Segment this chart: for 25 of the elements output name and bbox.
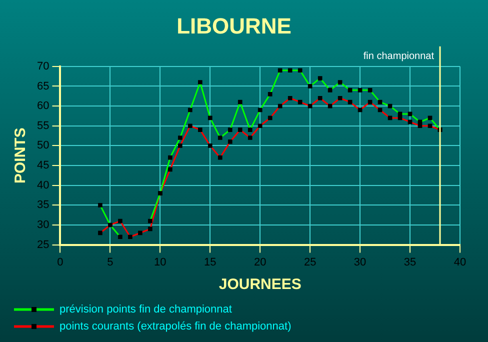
y-tick-label: 65 [36, 80, 50, 92]
x-tick-label: 30 [354, 256, 366, 268]
x-tick-label: 40 [454, 256, 466, 268]
x-tick-label: 25 [304, 256, 316, 268]
y-tick-label: 35 [36, 199, 50, 212]
y-tick-label: 60 [36, 100, 50, 112]
y-axis-title: POINTS [12, 128, 30, 184]
y-tick-label: 50 [36, 140, 50, 152]
chart-title: LIBOURNE [176, 13, 292, 38]
x-tick-label: 35 [404, 256, 416, 268]
x-tick-label: 20 [254, 256, 266, 268]
x-tick-label: 0 [57, 256, 64, 268]
y-tick-label: 45 [36, 160, 50, 172]
y-tick-label: 55 [36, 120, 50, 132]
ref-line-label: fin championnat [363, 51, 434, 62]
legend-label: prévision points fin de championnat [60, 304, 232, 316]
legend-label: points courants (extrapolés fin de championnat) [60, 320, 292, 333]
x-tick-label: 5 [107, 256, 114, 268]
y-tick-label: 25 [36, 238, 50, 251]
x-axis-title: JOURNEES [218, 276, 302, 294]
x-tick-label: 15 [204, 256, 216, 268]
y-tick-label: 70 [36, 60, 50, 72]
y-tick-label: 30 [36, 219, 50, 232]
y-tick-label: 40 [36, 179, 50, 192]
x-tick-label: 10 [154, 256, 166, 268]
